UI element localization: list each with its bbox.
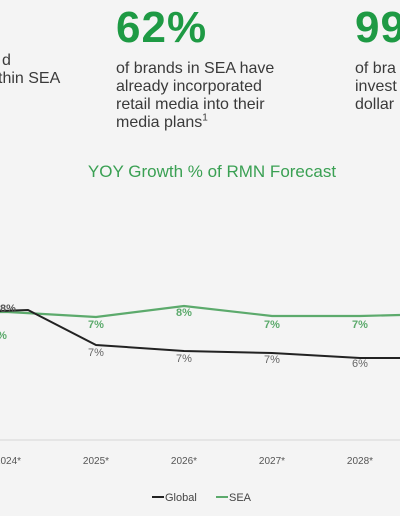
stat-left-line2: thin SEA <box>0 70 61 87</box>
data-label-sea-3: 7% <box>264 319 280 331</box>
stat-center-value: 62% <box>116 3 208 52</box>
stat-right: 99 of bra invest dollar <box>355 6 400 114</box>
chart-title: YOY Growth % of RMN Forecast <box>88 162 336 181</box>
x-tick-3: 2027* <box>259 456 285 467</box>
stat-center-line1: of brands in SEA have <box>116 60 275 77</box>
x-tick-2: 2026* <box>171 456 197 467</box>
data-label-global-2: 7% <box>176 353 192 365</box>
stat-center-line2: already incorporated <box>116 78 262 95</box>
data-label-sea-2: 8% <box>176 307 192 319</box>
x-tick-4: 2028* <box>347 456 373 467</box>
stat-right-value: 99 <box>355 3 400 52</box>
data-label-global-3: 7% <box>264 354 280 366</box>
stat-center-line4: media plans <box>116 114 203 131</box>
x-tick-labels: 2024* 2025* 2026* 2027* 2028* <box>0 456 373 467</box>
series-layer: % 7% 8% 7% 7% 7% 7% 7% 6% 8% <box>0 303 400 370</box>
stat-center-line4-wrap: media plans1 <box>116 112 274 132</box>
data-label-sea-0: % <box>0 330 7 342</box>
legend-label-sea: SEA <box>229 492 252 504</box>
data-label-global-4: 6% <box>352 358 368 370</box>
stat-right-line1: of bra <box>355 60 396 77</box>
data-label-global-0: 8% <box>0 303 16 315</box>
series-line-global <box>0 308 400 359</box>
stat-center-footnote: 1 <box>202 112 208 124</box>
legend-label-global: Global <box>165 492 197 504</box>
stat-center: 62% of brands in SEA have already incorp… <box>116 6 274 132</box>
data-label-sea-4: 7% <box>352 319 368 331</box>
data-label-sea-1: 7% <box>88 319 104 331</box>
x-tick-1: 2025* <box>83 456 109 467</box>
stat-center-line3: retail media into their <box>116 96 265 113</box>
data-label-global-1: 7% <box>88 347 104 359</box>
stat-right-line3: dollar <box>355 96 395 113</box>
series-line-sea <box>0 304 400 319</box>
stat-right-line2: invest <box>355 78 397 95</box>
x-tick-0: 2024* <box>0 456 21 467</box>
stat-left-line1: d <box>2 52 11 69</box>
chart-legend: Global SEA <box>152 492 252 504</box>
stat-left: d thin SEA <box>0 52 60 88</box>
